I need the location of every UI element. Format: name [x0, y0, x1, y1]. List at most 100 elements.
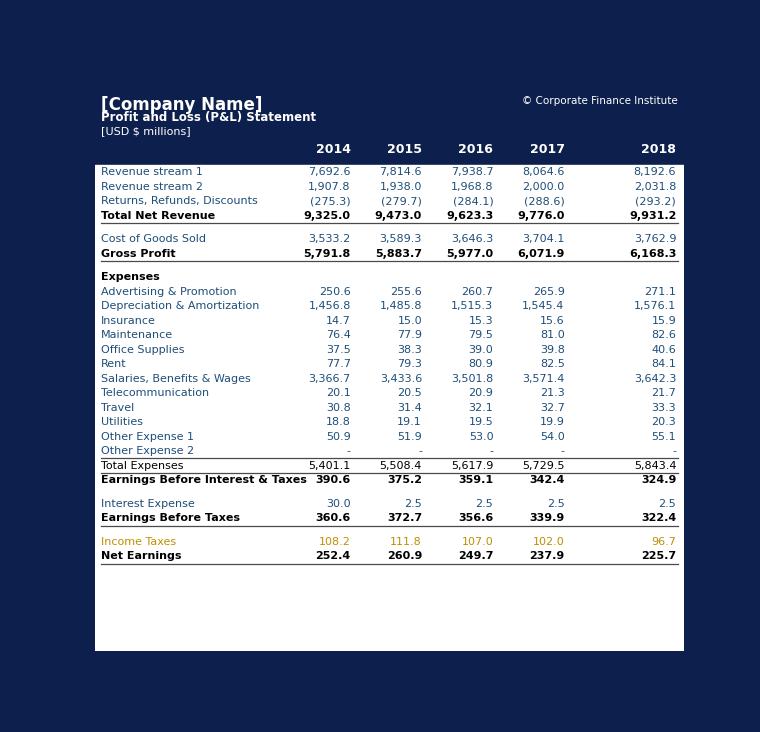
Text: (288.6): (288.6) [524, 196, 565, 206]
Text: 82.6: 82.6 [651, 330, 676, 340]
Text: 15.6: 15.6 [540, 315, 565, 326]
Text: 20.3: 20.3 [651, 417, 676, 427]
Text: 260.9: 260.9 [387, 551, 422, 561]
Text: Total Net Revenue: Total Net Revenue [101, 211, 215, 220]
Text: 271.1: 271.1 [644, 287, 676, 297]
Text: Insurance: Insurance [101, 315, 156, 326]
Text: 30.0: 30.0 [326, 498, 351, 509]
Text: 6,168.3: 6,168.3 [629, 249, 676, 258]
Text: 3,704.1: 3,704.1 [522, 234, 565, 244]
Text: -: - [347, 446, 351, 456]
Text: 5,617.9: 5,617.9 [451, 460, 493, 471]
Text: 19.5: 19.5 [469, 417, 493, 427]
Text: 108.2: 108.2 [319, 537, 351, 547]
Text: 79.3: 79.3 [397, 359, 422, 369]
Text: 82.5: 82.5 [540, 359, 565, 369]
Text: 20.9: 20.9 [468, 388, 493, 398]
Text: 2018: 2018 [641, 143, 676, 156]
Text: 1,515.3: 1,515.3 [451, 302, 493, 311]
Text: 390.6: 390.6 [315, 475, 351, 485]
Text: 20.1: 20.1 [326, 388, 351, 398]
Text: 265.9: 265.9 [533, 287, 565, 297]
Text: 84.1: 84.1 [651, 359, 676, 369]
Text: 54.0: 54.0 [540, 432, 565, 441]
Text: 8,192.6: 8,192.6 [634, 167, 676, 177]
Text: Revenue stream 2: Revenue stream 2 [101, 182, 203, 192]
Text: 3,571.4: 3,571.4 [522, 374, 565, 384]
Text: 111.8: 111.8 [391, 537, 422, 547]
Text: 324.9: 324.9 [641, 475, 676, 485]
Text: 39.0: 39.0 [469, 345, 493, 355]
Text: 5,729.5: 5,729.5 [522, 460, 565, 471]
Text: Gross Profit: Gross Profit [101, 249, 176, 258]
Text: 32.7: 32.7 [540, 403, 565, 413]
Text: 2017: 2017 [530, 143, 565, 156]
Text: 50.9: 50.9 [326, 432, 351, 441]
Text: 339.9: 339.9 [530, 513, 565, 523]
Text: 5,977.0: 5,977.0 [446, 249, 493, 258]
Text: 1,545.4: 1,545.4 [522, 302, 565, 311]
Text: 5,401.1: 5,401.1 [309, 460, 351, 471]
Text: 5,843.4: 5,843.4 [634, 460, 676, 471]
Text: 225.7: 225.7 [641, 551, 676, 561]
Text: 81.0: 81.0 [540, 330, 565, 340]
Text: 37.5: 37.5 [326, 345, 351, 355]
Text: 21.7: 21.7 [651, 388, 676, 398]
Text: 18.8: 18.8 [326, 417, 351, 427]
Text: 19.9: 19.9 [540, 417, 565, 427]
Text: 7,814.6: 7,814.6 [379, 167, 422, 177]
Text: Salaries, Benefits & Wages: Salaries, Benefits & Wages [101, 374, 251, 384]
Text: Utilities: Utilities [101, 417, 143, 427]
Text: 260.7: 260.7 [461, 287, 493, 297]
Text: 7,692.6: 7,692.6 [309, 167, 351, 177]
Text: 15.9: 15.9 [651, 315, 676, 326]
Text: [Company Name]: [Company Name] [101, 96, 262, 113]
Text: 77.7: 77.7 [326, 359, 351, 369]
Text: 30.8: 30.8 [326, 403, 351, 413]
Text: 15.3: 15.3 [469, 315, 493, 326]
Text: 32.1: 32.1 [469, 403, 493, 413]
Text: 6,071.9: 6,071.9 [518, 249, 565, 258]
Text: (284.1): (284.1) [453, 196, 493, 206]
Text: (275.3): (275.3) [310, 196, 351, 206]
Text: 19.1: 19.1 [397, 417, 422, 427]
Text: Earnings Before Taxes: Earnings Before Taxes [101, 513, 240, 523]
Text: 372.7: 372.7 [387, 513, 422, 523]
Text: -: - [561, 446, 565, 456]
Text: 5,791.8: 5,791.8 [303, 249, 351, 258]
Text: [USD $ millions]: [USD $ millions] [101, 127, 191, 136]
Text: 252.4: 252.4 [315, 551, 351, 561]
Text: Advertising & Promotion: Advertising & Promotion [101, 287, 237, 297]
Text: -: - [418, 446, 422, 456]
Text: Returns, Refunds, Discounts: Returns, Refunds, Discounts [101, 196, 258, 206]
Text: 1,907.8: 1,907.8 [309, 182, 351, 192]
Text: 3,762.9: 3,762.9 [634, 234, 676, 244]
Text: © Corporate Finance Institute: © Corporate Finance Institute [522, 96, 678, 105]
Text: 38.3: 38.3 [397, 345, 422, 355]
Text: Travel: Travel [101, 403, 135, 413]
Text: -: - [489, 446, 493, 456]
Text: Profit and Loss (P&L) Statement: Profit and Loss (P&L) Statement [101, 111, 316, 124]
Text: 356.6: 356.6 [458, 513, 493, 523]
Text: (279.7): (279.7) [382, 196, 422, 206]
Text: Maintenance: Maintenance [101, 330, 173, 340]
Text: 21.3: 21.3 [540, 388, 565, 398]
Text: 3,366.7: 3,366.7 [309, 374, 351, 384]
Text: 3,646.3: 3,646.3 [451, 234, 493, 244]
Text: 20.5: 20.5 [397, 388, 422, 398]
Text: 31.4: 31.4 [397, 403, 422, 413]
Text: Expenses: Expenses [101, 272, 160, 283]
Text: 2,000.0: 2,000.0 [522, 182, 565, 192]
Text: 1,576.1: 1,576.1 [634, 302, 676, 311]
Text: 2.5: 2.5 [404, 498, 422, 509]
Text: 3,533.2: 3,533.2 [309, 234, 351, 244]
Text: Rent: Rent [101, 359, 127, 369]
Text: 96.7: 96.7 [651, 537, 676, 547]
Text: 77.9: 77.9 [397, 330, 422, 340]
Text: 2.5: 2.5 [476, 498, 493, 509]
Text: -: - [673, 446, 676, 456]
Text: 3,501.8: 3,501.8 [451, 374, 493, 384]
Text: 360.6: 360.6 [315, 513, 351, 523]
Text: 79.5: 79.5 [468, 330, 493, 340]
Text: 107.0: 107.0 [461, 537, 493, 547]
